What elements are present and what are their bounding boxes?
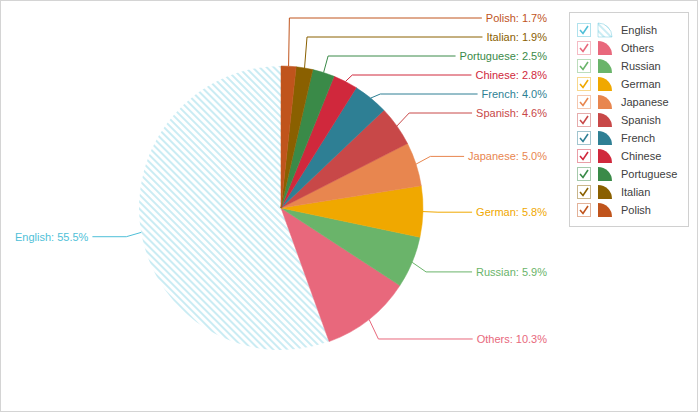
leader-line <box>345 75 471 81</box>
legend-swatch <box>598 59 612 73</box>
leader-line <box>397 113 472 126</box>
legend-swatch <box>598 23 612 37</box>
legend-check <box>580 152 588 160</box>
pie-slice <box>281 66 296 208</box>
pie-slice <box>281 67 313 208</box>
legend-swatch <box>598 113 612 127</box>
legend-swatch <box>598 203 612 217</box>
legend-check <box>580 98 588 106</box>
legend-label[interactable]: Italian <box>621 186 650 198</box>
legend-checkbox[interactable] <box>578 186 591 199</box>
legend-swatch <box>598 185 612 199</box>
data-label: Italian: 1.9% <box>486 31 547 43</box>
data-label: Chinese: 2.8% <box>475 69 547 81</box>
legend-checkbox[interactable] <box>578 204 591 217</box>
legend-box <box>570 13 689 227</box>
legend-checkbox[interactable] <box>578 42 591 55</box>
legend-swatch <box>598 77 612 91</box>
leader-line <box>92 232 141 236</box>
legend-checkbox[interactable] <box>578 150 591 163</box>
legend-label[interactable]: Chinese <box>621 150 661 162</box>
legend-label[interactable]: Japanese <box>621 96 669 108</box>
legend-check <box>580 62 588 70</box>
data-label: English: 55.5% <box>15 231 89 243</box>
legend-checkbox[interactable] <box>578 168 591 181</box>
slices <box>139 66 423 350</box>
legend-swatch <box>598 131 612 145</box>
leader-line <box>416 156 464 164</box>
chart: English: 55.5% Others: 10.3% Russian: 5.9%… <box>0 0 698 412</box>
legend-swatch <box>598 95 612 109</box>
data-labels: English: 55.5% Others: 10.3% Russian: 5.9%… <box>15 12 547 345</box>
legend-check <box>580 206 588 214</box>
legend-check <box>580 80 588 88</box>
data-label: Spanish: 4.6% <box>476 107 547 119</box>
data-label: German: 5.8% <box>476 206 547 218</box>
legend-check <box>580 44 588 52</box>
legend-swatch <box>598 167 612 181</box>
legend-check <box>580 170 588 178</box>
legend-checkbox[interactable] <box>578 78 591 91</box>
legend-check <box>580 188 588 196</box>
legend-checkbox[interactable] <box>578 24 591 37</box>
data-label: Japanese: 5.0% <box>468 150 547 162</box>
data-label: Russian: 5.9% <box>476 266 547 278</box>
leader-line <box>289 18 482 66</box>
legend-checkbox[interactable] <box>578 132 591 145</box>
leader-line <box>305 37 483 68</box>
leader-line <box>423 211 472 213</box>
legend-label[interactable]: Spanish <box>621 114 661 126</box>
leader-line <box>369 319 473 339</box>
legend-swatch <box>598 149 612 163</box>
legend-swatch <box>598 41 612 55</box>
legend-checkbox[interactable] <box>578 114 591 127</box>
legend-label[interactable]: Polish <box>621 204 651 216</box>
legend-label[interactable]: Others <box>621 42 655 54</box>
legend-checkbox[interactable] <box>578 96 591 109</box>
data-label: French: 4.0% <box>482 88 548 100</box>
leader-line <box>371 94 478 98</box>
leader-line <box>412 262 472 272</box>
legend-label[interactable]: Russian <box>621 60 661 72</box>
legend-check <box>580 134 588 142</box>
legend-label[interactable]: French <box>621 132 655 144</box>
legend-checkbox[interactable] <box>578 60 591 73</box>
frame <box>1 1 698 412</box>
legend-check <box>580 26 588 34</box>
legend-label[interactable]: German <box>621 78 661 90</box>
data-label: Polish: 1.7% <box>486 12 547 24</box>
legend: English Others Russian German Japanese Spanis… <box>570 13 689 227</box>
leader-line <box>324 56 456 73</box>
data-label: Portuguese: 2.5% <box>460 50 548 62</box>
legend-label[interactable]: English <box>621 24 657 36</box>
data-label: Others: 10.3% <box>477 333 548 345</box>
legend-check <box>580 116 588 124</box>
legend-label[interactable]: Portuguese <box>621 168 677 180</box>
